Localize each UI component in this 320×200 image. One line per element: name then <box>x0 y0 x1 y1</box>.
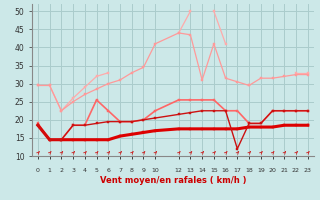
X-axis label: Vent moyen/en rafales ( km/h ): Vent moyen/en rafales ( km/h ) <box>100 176 246 185</box>
